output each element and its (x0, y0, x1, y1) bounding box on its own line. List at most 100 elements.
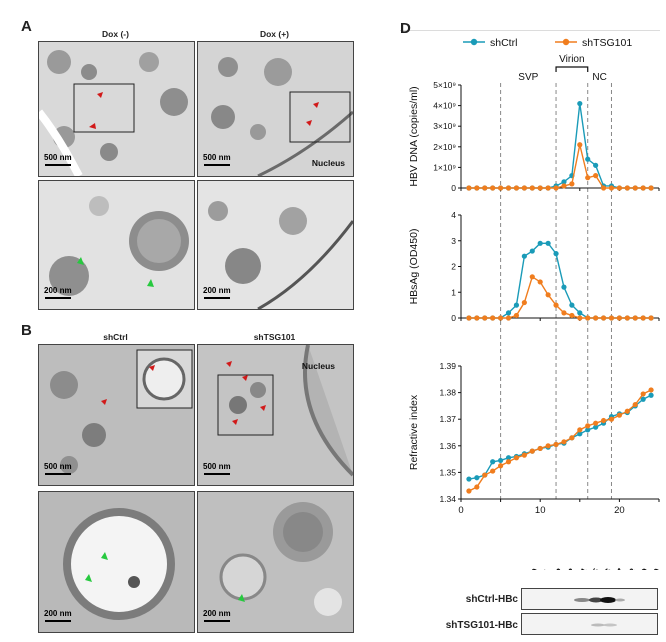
scale-label: 200 nm (203, 286, 231, 295)
panel-a-label: A (21, 18, 32, 35)
data-point (585, 315, 591, 321)
data-point (624, 408, 630, 414)
x-tick-label: 20 (614, 505, 625, 516)
blot-label-shctrl: shCtrl-HBc (465, 594, 518, 605)
y-tick-label: 1×10⁹ (433, 162, 456, 172)
data-point (545, 292, 551, 298)
series-line-shTSG101 (468, 275, 652, 319)
em-image-a-top-left: 500 nm (38, 41, 195, 177)
data-point (632, 315, 638, 321)
data-point (537, 445, 543, 452)
data-point (648, 315, 654, 321)
fraction-label: F10 (524, 567, 542, 570)
data-point (474, 315, 480, 321)
data-point (521, 185, 527, 191)
data-point (537, 240, 543, 246)
data-point (577, 427, 583, 433)
data-point (569, 312, 575, 319)
data-point (569, 181, 575, 187)
data-point (569, 435, 575, 441)
x-tick-label: 10 (535, 505, 546, 516)
fraction-label: F16 (597, 567, 615, 570)
fraction-label: F15 (585, 566, 603, 570)
panel-d-chart: shCtrl shTSG101 SVP Virion NC 0 1×10⁹ 2×10⁹ 3×10… (405, 32, 666, 587)
series-line-shCtrl (468, 242, 652, 319)
y-tick-label: 4 (451, 210, 456, 220)
region-label: SVP (518, 72, 538, 83)
data-point (490, 315, 496, 321)
data-point (632, 401, 638, 408)
series-line-shTSG101 (468, 389, 652, 492)
data-point (585, 427, 591, 433)
data-point (600, 315, 607, 321)
y-axis-label: HBsAg (OD450) (408, 229, 420, 305)
fraction-label: F17 (609, 567, 627, 570)
fraction-label: F12 (548, 567, 566, 570)
y-tick-label: 1.37 (439, 414, 456, 424)
legend-label: shTSG101 (582, 37, 632, 49)
scale-label: 500 nm (203, 462, 231, 471)
y-tick-label: 1.39 (439, 361, 456, 371)
data-point (648, 387, 654, 393)
data-point (577, 142, 583, 148)
scale-label: 500 nm (203, 153, 231, 162)
data-point (513, 185, 520, 191)
data-point (561, 179, 567, 185)
data-point (521, 299, 527, 306)
x-tick-label: 0 (458, 505, 463, 516)
y-tick-label: 1.35 (439, 467, 456, 477)
data-point (624, 185, 630, 191)
data-point (577, 310, 583, 316)
series-line-shTSG101 (468, 144, 652, 189)
data-point (505, 185, 512, 191)
data-point (474, 185, 480, 191)
data-point (561, 183, 567, 189)
legend-marker (470, 38, 478, 46)
y-tick-label: 2 (451, 262, 456, 272)
data-point (513, 455, 520, 461)
data-point (640, 185, 646, 191)
data-point (616, 412, 622, 418)
y-tick-label: 1.38 (439, 388, 456, 398)
data-point (545, 240, 551, 246)
data-point (593, 173, 599, 179)
data-point (632, 185, 638, 191)
data-point (569, 302, 575, 308)
em-image-b-bottom-right: 200 nm (197, 491, 354, 633)
virion-bracket (555, 66, 589, 72)
data-point (600, 417, 607, 424)
panel-a-col-left-title: Dox (-) (102, 29, 129, 39)
data-point (529, 448, 535, 454)
series-line-shCtrl (468, 103, 652, 189)
data-point (593, 315, 599, 321)
legend-label: shCtrl (490, 37, 517, 49)
data-point (616, 315, 622, 321)
data-point (537, 185, 543, 191)
fraction-label: F13 (561, 567, 579, 570)
data-point (561, 310, 567, 316)
series-line-shCtrl (468, 394, 652, 480)
scale-label: 500 nm (44, 462, 72, 471)
data-point (490, 185, 496, 191)
y-tick-label: 1.34 (439, 494, 456, 504)
em-image-a-bottom-left: 200 nm (38, 180, 195, 310)
data-point (577, 100, 583, 107)
data-point (561, 284, 567, 290)
data-point (640, 315, 646, 321)
data-point (585, 423, 591, 429)
data-point (466, 488, 472, 494)
data-point (545, 185, 551, 191)
data-point (593, 420, 599, 426)
y-tick-label: 2×10⁹ (433, 142, 456, 152)
em-image-b-bottom-left: 200 nm (38, 491, 195, 633)
data-point (640, 396, 646, 402)
fraction-label: F18 (622, 567, 640, 570)
data-point (537, 279, 543, 285)
data-point (513, 302, 520, 308)
western-blot-shtsg101 (521, 613, 658, 635)
y-tick-label: 5×10⁹ (433, 80, 456, 90)
data-point (529, 185, 535, 191)
em-image-a-bottom-right: 200 nm (197, 180, 354, 310)
y-tick-label: 1.36 (439, 441, 456, 451)
data-point (608, 315, 615, 321)
